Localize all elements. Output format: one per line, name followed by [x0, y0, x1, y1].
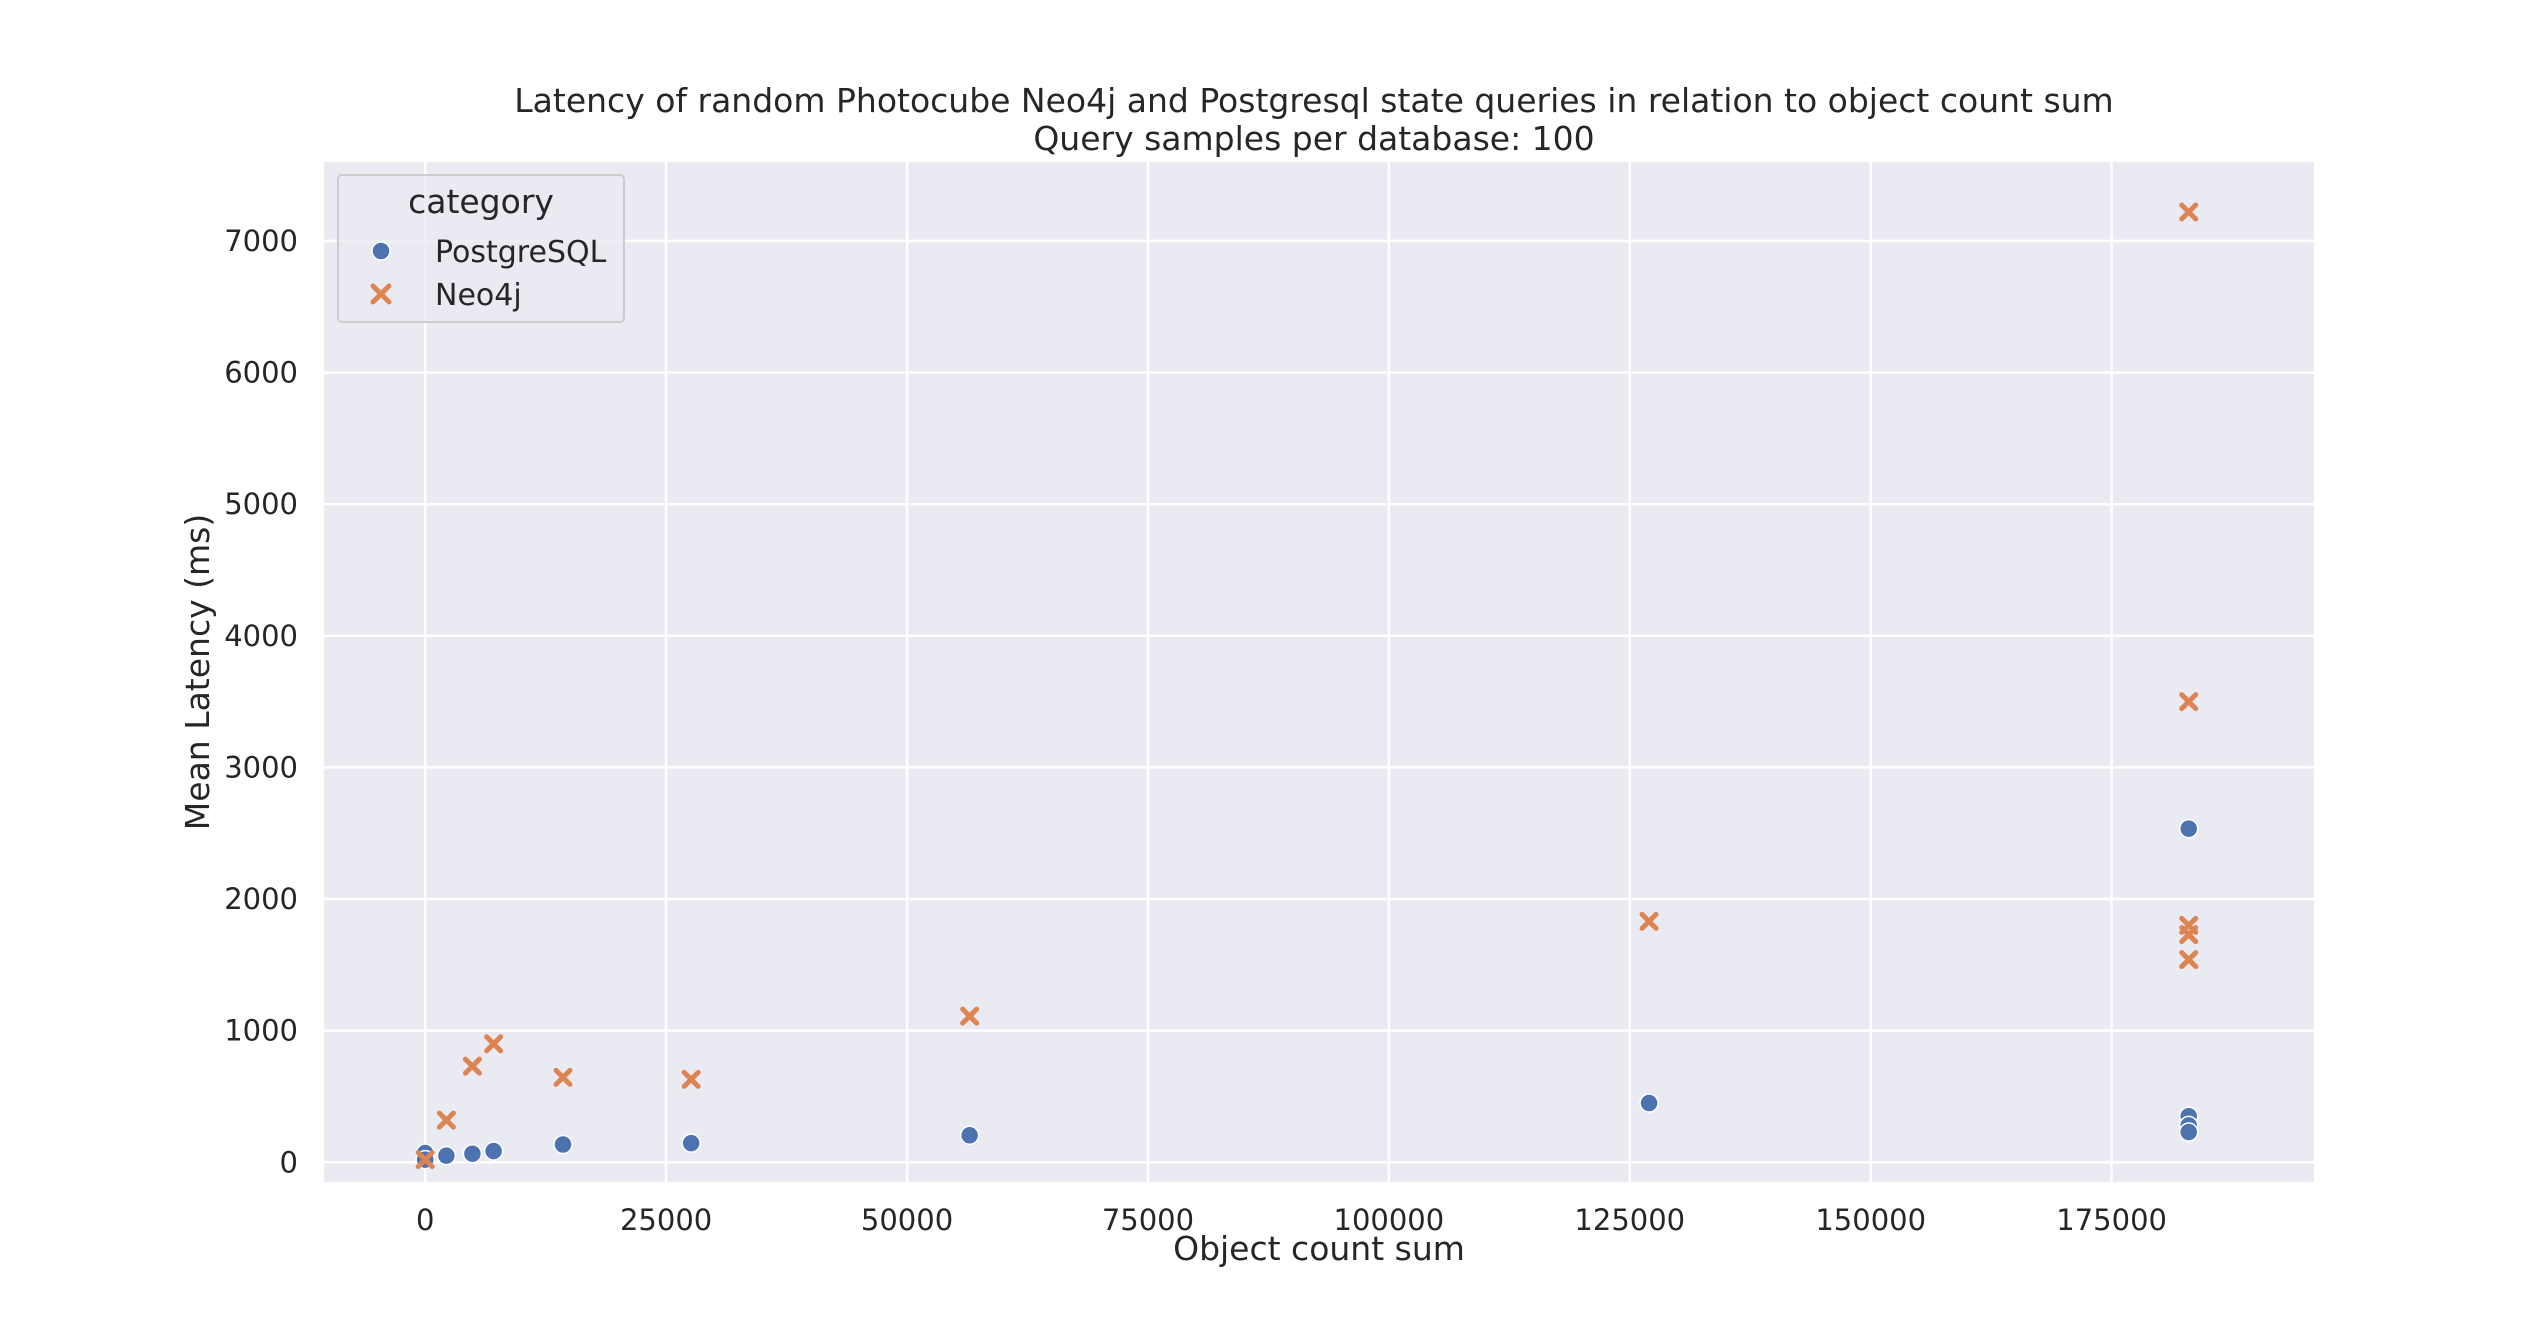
legend-label-postgresql: PostgreSQL — [435, 235, 607, 270]
x-tick-label: 0 — [416, 1203, 434, 1237]
legend-label-neo4j: Neo4j — [435, 278, 522, 313]
y-tick-label: 3000 — [224, 750, 298, 784]
y-tick-label: 1000 — [224, 1014, 298, 1048]
legend-marker-neo4j — [370, 283, 392, 305]
y-tick-label: 2000 — [224, 882, 298, 916]
chart-title: Latency of random Photocube Neo4j and Po… — [514, 81, 2113, 120]
legend: category PostgreSQL Neo4j — [337, 174, 625, 323]
y-axis-label: Mean Latency (ms) — [178, 514, 217, 830]
point-neo4j — [436, 1110, 456, 1130]
point-postgresql — [2178, 1122, 2199, 1142]
point-neo4j — [462, 1056, 482, 1076]
grid-lines — [324, 162, 2314, 1182]
y-tick-label: 5000 — [224, 487, 298, 521]
x-tick-label: 100000 — [1334, 1203, 1445, 1237]
point-postgresql — [959, 1125, 980, 1146]
x-tick-label: 125000 — [1574, 1203, 1685, 1237]
point-neo4j — [2179, 925, 2199, 945]
point-neo4j — [415, 1150, 435, 1170]
x-tick-label: 75000 — [1102, 1203, 1194, 1237]
x-axis-label: Object count sum — [1173, 1229, 1465, 1268]
point-neo4j — [553, 1067, 573, 1087]
point-postgresql — [1639, 1093, 1659, 1113]
y-tick-label: 6000 — [224, 356, 298, 390]
x-tick-label: 175000 — [2056, 1203, 2167, 1237]
point-postgresql — [2178, 818, 2199, 839]
point-neo4j — [960, 1006, 980, 1026]
point-postgresql — [462, 1143, 483, 1164]
x-tick-label: 150000 — [1815, 1203, 1926, 1237]
legend-marker-postgresql — [371, 241, 391, 261]
point-postgresql — [483, 1141, 504, 1161]
point-neo4j — [2179, 692, 2199, 712]
point-neo4j — [681, 1069, 701, 1089]
data-points — [415, 202, 2199, 1170]
point-neo4j — [2179, 202, 2199, 222]
y-tick-label: 7000 — [224, 224, 298, 258]
y-tick-label: 4000 — [224, 619, 298, 653]
x-tick-label: 25000 — [620, 1203, 712, 1237]
legend-title: category — [408, 182, 554, 221]
point-postgresql — [553, 1134, 573, 1155]
point-postgresql — [681, 1133, 701, 1153]
legend-box — [337, 174, 625, 323]
chart-subtitle: Query samples per database: 100 — [1033, 119, 1594, 158]
point-neo4j — [1639, 911, 1659, 931]
point-neo4j — [484, 1034, 504, 1054]
plot-background — [324, 162, 2314, 1182]
y-tick-labels: 0 1000 2000 3000 4000 5000 6000 7000 — [224, 224, 298, 1179]
point-neo4j — [2179, 950, 2199, 970]
x-tick-labels: 0 25000 50000 75000 100000 125000 150000 175000 — [416, 1203, 2167, 1237]
point-postgresql — [436, 1145, 457, 1166]
y-tick-label: 0 — [280, 1145, 298, 1179]
x-tick-label: 50000 — [861, 1203, 953, 1237]
